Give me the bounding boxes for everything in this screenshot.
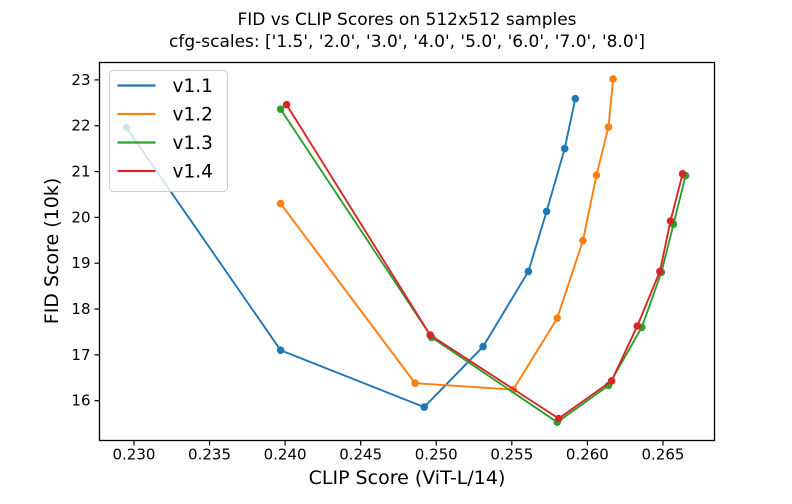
x-axis-label: CLIP Score (ViT-L/14) — [308, 467, 506, 489]
y-tick-label: 23 — [71, 71, 90, 89]
series-v1.1-point — [571, 94, 580, 103]
series-v1.2-point — [411, 379, 419, 388]
series-v1.2-point — [609, 75, 617, 83]
y-tick-label: 21 — [71, 163, 90, 181]
series-v1.4-point — [666, 217, 675, 225]
chart-subtitle: cfg-scales: ['1.5', '2.0', '3.0', '4.0',… — [168, 32, 646, 52]
y-tick-label: 17 — [71, 346, 90, 364]
x-tick-label: 0.255 — [490, 446, 533, 464]
series-v1.1-point — [479, 342, 487, 351]
series-v1.4-line — [285, 104, 684, 420]
series-v1.2-point — [276, 199, 285, 208]
series-v1.2-line — [279, 78, 615, 391]
series-v1.3-point — [276, 105, 285, 113]
x-tick-label: 0.235 — [188, 446, 231, 464]
chart-title: FID vs CLIP Scores on 512x512 samples — [237, 10, 577, 30]
x-tick-label: 0.245 — [339, 446, 382, 464]
series-v1.4-point — [656, 267, 664, 276]
series-v1.2-point — [604, 123, 613, 131]
series-v1.4-point — [607, 377, 616, 385]
series-v1.4-point — [426, 331, 435, 339]
y-tick-label: 19 — [71, 254, 90, 272]
legend-v1.2-label: v1.2 — [173, 105, 213, 126]
series-v1.2-point — [579, 236, 587, 245]
series-v1.3-line — [279, 108, 687, 424]
series-v1.1-point — [524, 267, 533, 276]
series-v1.1-point — [420, 403, 429, 411]
series-v1.1-point — [542, 207, 551, 216]
x-tick-label: 0.250 — [415, 446, 458, 464]
y-tick-label: 22 — [71, 117, 90, 135]
legend-v1.1-label: v1.1 — [173, 76, 213, 97]
legend-v1.4-label: v1.4 — [173, 162, 213, 183]
series-v1.2-point — [592, 171, 601, 179]
series-v1.4-point — [554, 414, 563, 423]
y-tick-label: 18 — [71, 300, 90, 318]
series-v1.2-point — [553, 314, 561, 323]
series-v1.4-point — [678, 170, 687, 178]
y-tick-label: 20 — [71, 208, 90, 226]
series-v1.4-point — [282, 100, 291, 109]
plot-border — [98, 61, 716, 442]
legend-box — [109, 70, 228, 192]
series-v1.4-point — [633, 322, 642, 330]
x-tick-label: 0.260 — [566, 446, 609, 464]
x-tick-label: 0.240 — [264, 446, 307, 464]
legend-v1.3-label: v1.3 — [173, 133, 213, 154]
x-tick-label: 0.265 — [641, 446, 684, 464]
y-tick-label: 16 — [71, 392, 90, 410]
series-v1.1-point — [276, 346, 285, 355]
series-v1.1-point — [560, 144, 569, 153]
x-tick-label: 0.230 — [112, 446, 155, 464]
series-v1.1-line — [125, 98, 577, 409]
